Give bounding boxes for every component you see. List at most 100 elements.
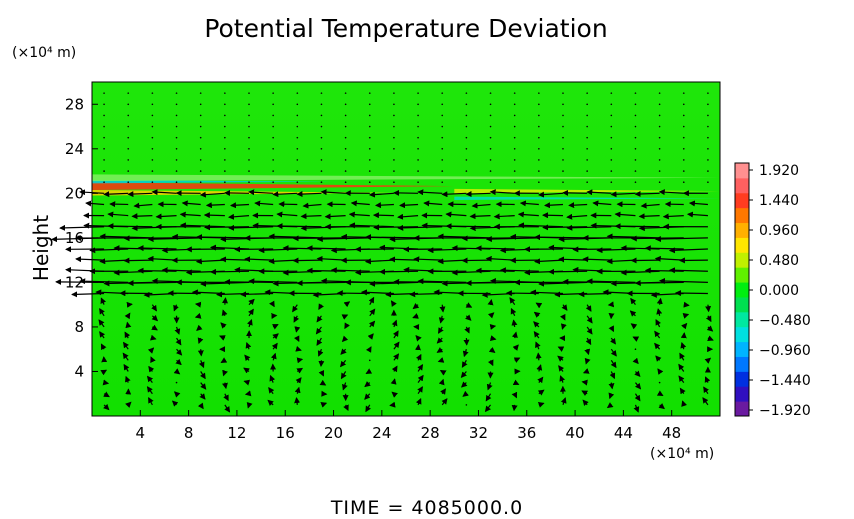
wind-vector xyxy=(513,136,516,139)
wind-vector xyxy=(272,114,274,117)
wind-vector xyxy=(389,401,396,408)
wind-vector xyxy=(489,335,497,342)
wind-vector xyxy=(702,397,709,406)
wind-vector xyxy=(155,213,177,220)
wind-vector xyxy=(562,103,564,106)
wind-vector xyxy=(107,223,153,230)
wind-vector xyxy=(668,247,708,254)
wind-vector xyxy=(276,211,298,218)
wind-vector xyxy=(306,245,346,252)
wind-vector xyxy=(610,159,613,161)
wind-vector xyxy=(150,334,157,341)
wind-vector xyxy=(533,321,540,328)
wind-vector xyxy=(222,382,228,390)
wind-vector xyxy=(610,125,613,128)
wind-vector xyxy=(487,359,494,367)
wind-vector xyxy=(272,333,279,340)
colorbar-label: −0.480 xyxy=(759,313,811,329)
wind-vector xyxy=(113,269,153,276)
wind-vector xyxy=(654,330,661,339)
wind-vector xyxy=(674,290,708,297)
wind-vector xyxy=(344,125,347,128)
wind-vector xyxy=(220,357,228,363)
wind-vector xyxy=(199,371,206,380)
wind-vector xyxy=(534,234,588,241)
wind-vector xyxy=(517,211,539,218)
wind-vector xyxy=(538,181,540,183)
wind-vector xyxy=(224,159,226,161)
wind-vector xyxy=(175,125,178,128)
wind-vector xyxy=(199,136,202,139)
wind-vector xyxy=(103,125,105,128)
wind-vector xyxy=(513,148,516,150)
wind-vector xyxy=(511,404,518,412)
wind-vector xyxy=(707,335,714,341)
wind-vector xyxy=(703,386,709,395)
wind-vector xyxy=(610,92,613,94)
wind-vector xyxy=(248,181,250,183)
wind-vector xyxy=(173,304,179,312)
wind-vector xyxy=(393,136,395,139)
wind-vector xyxy=(393,103,395,106)
wind-vector xyxy=(610,114,613,117)
wind-vector xyxy=(462,390,469,397)
wind-vector xyxy=(658,148,661,150)
wind-vector xyxy=(610,148,613,150)
wind-vector xyxy=(127,280,177,287)
wind-vector xyxy=(634,103,637,106)
wind-vector xyxy=(224,103,226,106)
wind-vector xyxy=(441,125,444,128)
wind-vector xyxy=(399,202,419,209)
wind-vector xyxy=(489,189,515,196)
wind-vector xyxy=(244,354,251,362)
wind-vector xyxy=(151,189,177,196)
wind-vector xyxy=(103,391,110,398)
wind-vector xyxy=(644,267,684,274)
wind-vector xyxy=(586,315,593,324)
wind-vector xyxy=(489,92,492,94)
wind-vector xyxy=(296,92,299,94)
wind-vector xyxy=(391,319,398,328)
wind-vector xyxy=(175,381,178,384)
wind-vector xyxy=(630,323,638,330)
wind-vector xyxy=(276,223,322,230)
wind-vector xyxy=(127,170,130,172)
wind-vector xyxy=(630,297,637,306)
wind-vector xyxy=(269,374,276,383)
wind-vector xyxy=(125,321,132,329)
x-tick-label: 16 xyxy=(276,424,295,442)
wind-vector xyxy=(658,189,684,196)
wind-vector xyxy=(640,202,660,209)
wind-vector xyxy=(341,335,349,343)
wind-vector xyxy=(151,148,154,150)
wind-vector xyxy=(248,298,255,306)
wind-vector xyxy=(586,189,612,196)
wind-vector xyxy=(634,348,637,351)
wind-vector xyxy=(417,181,419,183)
wind-vector xyxy=(390,378,397,385)
wind-vector xyxy=(415,398,422,406)
wind-vector xyxy=(441,136,444,139)
wind-vector xyxy=(518,222,564,229)
wind-vector xyxy=(610,170,613,172)
wind-vector xyxy=(393,114,395,117)
wind-vector xyxy=(668,267,708,274)
wind-vector xyxy=(489,324,497,330)
wind-vector xyxy=(417,159,419,161)
wind-vector xyxy=(513,159,516,161)
wind-vector xyxy=(175,103,178,106)
wind-vector xyxy=(657,368,664,375)
wind-vector xyxy=(246,401,253,409)
wind-vector xyxy=(682,148,685,150)
wind-vector xyxy=(150,356,156,363)
colorbar-label: 1.920 xyxy=(759,163,799,179)
wind-vector xyxy=(658,92,661,94)
wind-vector xyxy=(704,357,712,364)
wind-vector xyxy=(441,159,444,161)
wind-vector xyxy=(194,301,202,308)
wind-vector xyxy=(393,92,395,94)
temperature-band xyxy=(454,196,720,201)
wind-vector xyxy=(292,304,298,313)
wind-vector xyxy=(248,148,250,150)
wind-vector xyxy=(199,148,202,150)
